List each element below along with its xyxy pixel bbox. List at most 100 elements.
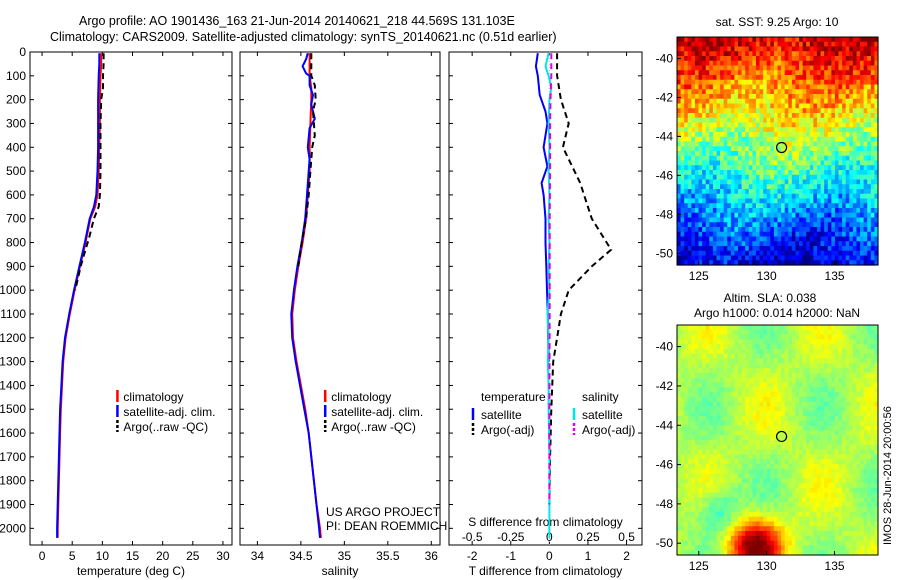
map-cell [745,406,750,412]
map-cell [705,146,710,152]
map-cell [694,51,700,57]
map-cell [831,487,836,494]
map-cell [720,41,725,48]
map-cell [752,132,757,138]
map-cell [784,94,789,100]
map-cell [842,459,847,465]
map-cell [755,117,761,124]
map-cell [680,141,685,147]
map-cell [845,392,850,398]
map-cell [677,227,682,233]
map-cell [677,98,682,105]
map-cell [852,478,858,484]
legend-label: satellite-adj. clim. [331,405,423,419]
map-cell [698,151,703,157]
map-cell [687,165,692,171]
map-cell [863,217,868,223]
map-cell [691,37,696,43]
map-cell [809,325,814,331]
map-cell [770,84,775,90]
map-cell [831,37,836,43]
map-cell [698,368,703,374]
map-cell [763,411,768,417]
map-cell [788,227,793,233]
map-cell [813,401,818,408]
map-cell [824,325,829,331]
map-cell [784,241,789,247]
map-cell [680,103,685,109]
map-cell [694,255,700,261]
map-cell [705,392,710,398]
map-cell [766,440,771,446]
map-cell [716,483,721,489]
map-cell [687,325,692,331]
map-cell [748,136,753,143]
map-cell [755,478,761,484]
map-cell [784,208,789,214]
map-cell [755,165,761,171]
map-cell [831,179,836,185]
map-cell [763,103,768,109]
map-cell [816,334,822,340]
map-cell [791,79,797,86]
map-cell [849,117,854,124]
map-cell [849,459,854,465]
map-cell [680,84,685,90]
map-cell [824,151,829,157]
map-cell [791,358,797,364]
map-cell [730,449,736,455]
map-cell [723,368,728,374]
map-cell [791,372,797,379]
map-cell [738,459,743,465]
map-cell [727,222,732,228]
map-cell [698,37,703,43]
map-cell [712,260,718,266]
map-cell [824,37,829,43]
map-cell [788,231,793,238]
map-cell [831,203,836,209]
map-cell [716,396,721,403]
map-cell [766,165,771,171]
map-cell [831,113,836,119]
map-cell [802,203,807,209]
map-cell [781,70,786,76]
map-cell [755,84,761,90]
map-cell [777,353,782,360]
map-cell [723,406,728,412]
map-cell [684,231,689,238]
map-cell [863,170,868,176]
map-cell [831,103,836,109]
map-cell [777,79,782,86]
map-cell [730,132,736,138]
map-cell [680,363,685,369]
map-cell [723,468,728,475]
map-cell [763,363,768,369]
map-cell [867,478,872,484]
map-cell [784,440,789,446]
map-cell [712,165,718,171]
map-cell [773,425,779,432]
map-cell [687,174,692,181]
map-cell [712,483,718,489]
map-cell [834,127,840,133]
map-cell [705,401,710,408]
map-cell [705,396,710,403]
map-cell [752,416,757,422]
map-cell [870,459,876,465]
map-cell [687,155,692,162]
map-cell [784,339,789,345]
map-cell [820,444,825,451]
map-cell [773,79,779,86]
map-cell [738,325,743,331]
map-cell [738,411,743,417]
map-cell [870,329,876,336]
map-cell [752,368,757,374]
map-cell [813,65,818,71]
map-cell [687,358,692,364]
map-cell [734,406,739,412]
map-cell [867,492,872,499]
map-cell [755,94,761,100]
map-cell [856,70,861,76]
map-cell [745,387,750,393]
map-cell [709,193,714,200]
